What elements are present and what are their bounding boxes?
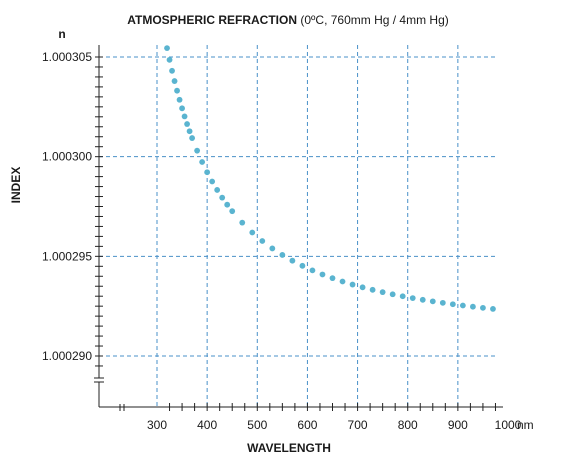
data-point [359,284,366,291]
x-tick-label: 400 [197,418,217,432]
data-point [319,271,326,278]
x-tick-label: 700 [348,418,368,432]
chart-title: ATMOSPHERIC REFRACTION (0ºC, 760mm Hg / … [127,13,449,27]
data-point [480,304,486,311]
data-point [259,238,266,244]
data-point [204,169,211,176]
data-point [169,67,175,74]
data-point [219,194,226,201]
data-point [439,299,446,306]
data-points [164,45,496,312]
grid-lines [99,45,497,407]
data-point [399,293,406,300]
data-point [470,303,476,310]
y-tick-label: 1.000305 [42,50,92,64]
data-point [449,301,456,308]
data-point [194,147,201,154]
data-point [299,262,306,269]
data-point [289,257,296,264]
data-point [249,229,256,236]
data-point [174,87,180,94]
data-point [209,178,216,185]
data-point [349,281,356,288]
data-point [171,78,178,84]
x-unit-label: nm [517,418,534,432]
data-point [309,267,316,274]
data-point [239,219,246,226]
axes [94,45,503,411]
data-point [409,295,416,301]
chart-title-conditions: (0ºC, 760mm Hg / 4mm Hg) [300,13,448,27]
data-point [179,105,185,112]
data-point [214,187,221,193]
y-axis-label: INDEX [9,167,23,204]
x-tick-label: 800 [398,418,418,432]
chart-title-main: ATMOSPHERIC REFRACTION [127,13,297,27]
minor-ticks [95,56,496,411]
x-tick-label: 900 [448,418,468,432]
data-point [490,305,496,312]
data-point [199,159,206,165]
x-tick-label: 500 [247,418,267,432]
data-point [164,45,170,52]
data-point [224,201,231,208]
x-tick-label: 300 [147,418,167,432]
data-point [379,289,386,296]
data-point [166,56,173,63]
data-point [176,96,183,103]
data-point [369,286,376,293]
x-tick-label: 1000 [495,418,522,432]
data-point [279,252,286,258]
data-point [181,113,188,120]
x-tick-labels: 300 400 500 600 700 800 900 1000 [147,418,522,432]
y-tick-label: 1.000295 [42,249,92,263]
data-point [229,208,236,215]
data-point [339,278,346,285]
data-point [269,245,276,252]
data-point [329,275,336,282]
data-point [419,296,426,303]
data-point [459,302,466,309]
y-tick-label: 1.000300 [42,150,92,164]
data-point [186,128,193,135]
data-point [189,135,196,141]
y-tick-label: 1.000290 [42,349,92,363]
data-point [429,298,436,305]
y-unit-label: n [58,27,65,41]
x-axis-label: WAVELENGTH [247,441,331,455]
y-tick-labels: 1.000290 1.000295 1.000300 1.000305 [42,50,92,363]
data-point [389,291,396,298]
data-point [184,121,190,127]
x-tick-label: 600 [297,418,317,432]
